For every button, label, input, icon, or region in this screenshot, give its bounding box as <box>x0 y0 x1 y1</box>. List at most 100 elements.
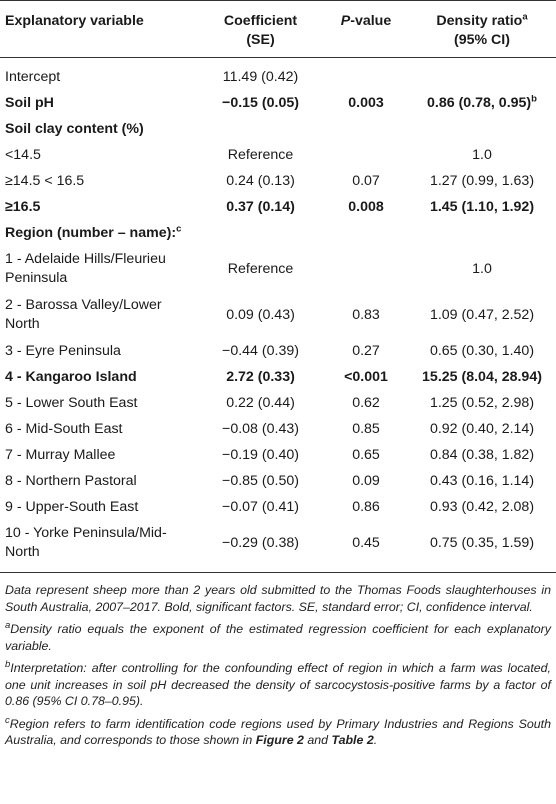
table-row: 7 - Murray Mallee −0.19 (0.40) 0.65 0.84 (0… <box>0 442 556 468</box>
cell-p-value: 0.85 <box>324 416 408 442</box>
cell-density-ratio-text: 15.25 (8.04, 28.94) <box>422 368 542 385</box>
cell-density-ratio-text: 0.93 (0.42, 2.08) <box>429 498 535 515</box>
header-density-sup: a <box>522 11 528 23</box>
footnote-a: aDensity ratio equals the exponent of th… <box>5 621 551 654</box>
cell-coefficient: −0.15 (0.05) <box>197 90 324 116</box>
table-row: 3 - Eyre Peninsula −0.44 (0.39) 0.27 0.65 (… <box>0 338 556 364</box>
cell-coefficient-text: −0.15 (0.05) <box>222 94 299 111</box>
cell-variable: 8 - Northern Pastoral <box>0 468 197 494</box>
cell-variable: 10 - Yorke Peninsula/Mid-North <box>0 520 197 573</box>
table-row: 2 - Barossa Valley/Lower North 0.09 (0.43… <box>0 292 556 338</box>
cell-p-value-text: 0.45 <box>352 534 380 551</box>
table-container: Explanatory variable Coefficient (SE) P-… <box>0 0 556 748</box>
cell-coefficient: Reference <box>197 142 324 168</box>
footnote-b-marker: b <box>5 658 11 670</box>
cell-coefficient: −0.44 (0.39) <box>197 338 324 364</box>
table-row: Region (number – name):c <box>0 220 556 246</box>
cell-coefficient: −0.07 (0.41) <box>197 494 324 520</box>
cell-density-ratio-text: 1.0 <box>472 146 492 163</box>
footnote-c-end: . <box>373 733 378 747</box>
cell-variable: Soil clay content (%) <box>0 116 197 142</box>
cell-variable: 6 - Mid-South East <box>0 416 197 442</box>
header-explanatory-variable: Explanatory variable <box>0 0 197 58</box>
cell-p-value: 0.09 <box>324 468 408 494</box>
header-density-ratio: Density ratioa (95% CI) <box>408 0 556 58</box>
cell-coefficient: −0.85 (0.50) <box>197 468 324 494</box>
cell-variable-text: 9 - Upper-South East <box>5 498 139 515</box>
cell-p-value-text: 0.003 <box>348 94 384 111</box>
table-row: 6 - Mid-South East −0.08 (0.43) 0.85 0.92 (… <box>0 416 556 442</box>
cell-coefficient: −0.19 (0.40) <box>197 442 324 468</box>
cell-variable: Intercept <box>0 58 197 91</box>
regression-table: Explanatory variable Coefficient (SE) P-… <box>0 0 556 573</box>
cell-p-value: 0.003 <box>324 90 408 116</box>
cell-variable-text: 4 - Kangaroo Island <box>5 368 137 385</box>
cell-coefficient <box>197 116 324 142</box>
cell-p-value-text: 0.07 <box>352 172 380 189</box>
cell-density-ratio: 0.86 (0.78, 0.95)b <box>408 90 556 116</box>
cell-p-value-text: 0.86 <box>352 498 380 515</box>
cell-density-ratio <box>408 220 556 246</box>
header-coefficient-line2: (SE) <box>246 32 275 48</box>
cell-density-ratio-text: 1.25 (0.52, 2.98) <box>429 394 535 411</box>
cell-variable-text: <14.5 <box>5 146 41 163</box>
cell-p-value: 0.008 <box>324 194 408 220</box>
header-p-rest: -value <box>350 13 392 29</box>
cell-coefficient: 0.24 (0.13) <box>197 168 324 194</box>
cell-p-value <box>324 142 408 168</box>
footnote-a-marker: a <box>5 619 11 631</box>
cell-p-value-text: 0.83 <box>352 306 380 323</box>
footnote-c-text: Region refers to farm identification cod… <box>5 716 551 748</box>
cell-p-value-text: 0.65 <box>352 446 380 463</box>
cell-coefficient: 0.09 (0.43) <box>197 292 324 338</box>
table-row: <14.5 Reference 1.0 <box>0 142 556 168</box>
cell-density-ratio: 1.09 (0.47, 2.52) <box>408 292 556 338</box>
cell-coefficient-text: −0.29 (0.38) <box>222 534 299 551</box>
cell-variable-text: Soil clay content (%) <box>5 120 144 137</box>
cell-p-value-text: <0.001 <box>344 368 388 385</box>
cell-density-ratio: 0.75 (0.35, 1.59) <box>408 520 556 573</box>
cell-density-ratio: 0.43 (0.16, 1.14) <box>408 468 556 494</box>
cell-coefficient-text: Reference <box>227 146 294 163</box>
figure-2-link[interactable]: Figure 2 <box>255 733 304 747</box>
cell-variable: 5 - Lower South East <box>0 390 197 416</box>
table-row: ≥16.5 0.37 (0.14) 0.008 1.45 (1.10, 1.92) <box>0 194 556 220</box>
cell-coefficient-text: 0.22 (0.44) <box>226 394 295 411</box>
cell-density-ratio-text: 0.92 (0.40, 2.14) <box>429 420 535 437</box>
cell-density-ratio: 1.45 (1.10, 1.92) <box>408 194 556 220</box>
header-coefficient: Coefficient (SE) <box>197 0 324 58</box>
table-row: Soil pH −0.15 (0.05) 0.003 0.86 (0.78, 0.95… <box>0 90 556 116</box>
cell-coefficient-text: 0.37 (0.14) <box>226 198 295 215</box>
cell-coefficient-text: −0.19 (0.40) <box>222 446 299 463</box>
footnote-data: Data represent sheep more than 2 years o… <box>5 583 551 614</box>
density-ratio-footnote-marker: b <box>531 92 537 104</box>
cell-variable: 7 - Murray Mallee <box>0 442 197 468</box>
cell-p-value: 0.62 <box>324 390 408 416</box>
footnote-c-and: and <box>303 733 332 747</box>
cell-p-value: 0.27 <box>324 338 408 364</box>
cell-p-value-text: 0.85 <box>352 420 380 437</box>
header-coefficient-line1: Coefficient <box>223 13 298 29</box>
table-2-link[interactable]: Table 2 <box>331 733 374 747</box>
cell-variable: 9 - Upper-South East <box>0 494 197 520</box>
table-row: 5 - Lower South East 0.22 (0.44) 0.62 1.25 … <box>0 390 556 416</box>
header-p-value: P-value <box>324 0 408 58</box>
cell-p-value <box>324 58 408 91</box>
table-row: Intercept 11.49 (0.42) <box>0 58 556 91</box>
cell-density-ratio: 1.0 <box>408 142 556 168</box>
cell-p-value-text: 0.27 <box>352 342 380 359</box>
cell-variable-text: 10 - Yorke Peninsula/Mid-North <box>5 525 167 560</box>
footnote-b: bInterpretation: after controlling for t… <box>5 660 551 710</box>
cell-coefficient-text: −0.07 (0.41) <box>222 498 299 515</box>
cell-density-ratio-text: 0.86 (0.78, 0.95) <box>427 94 532 111</box>
cell-coefficient-text: 2.72 (0.33) <box>226 368 295 385</box>
cell-variable-text: 6 - Mid-South East <box>5 420 123 437</box>
cell-density-ratio-text: 1.45 (1.10, 1.92) <box>429 198 535 215</box>
table-row: 9 - Upper-South East −0.07 (0.41) 0.86 0.93… <box>0 494 556 520</box>
table-row: 10 - Yorke Peninsula/Mid-North −0.29 (0.3… <box>0 520 556 573</box>
cell-variable-text: 7 - Murray Mallee <box>5 446 116 463</box>
cell-coefficient-text: Reference <box>227 260 294 277</box>
cell-variable: 1 - Adelaide Hills/Fleurieu Peninsula <box>0 246 197 292</box>
cell-density-ratio: 0.93 (0.42, 2.08) <box>408 494 556 520</box>
cell-density-ratio: 1.0 <box>408 246 556 292</box>
